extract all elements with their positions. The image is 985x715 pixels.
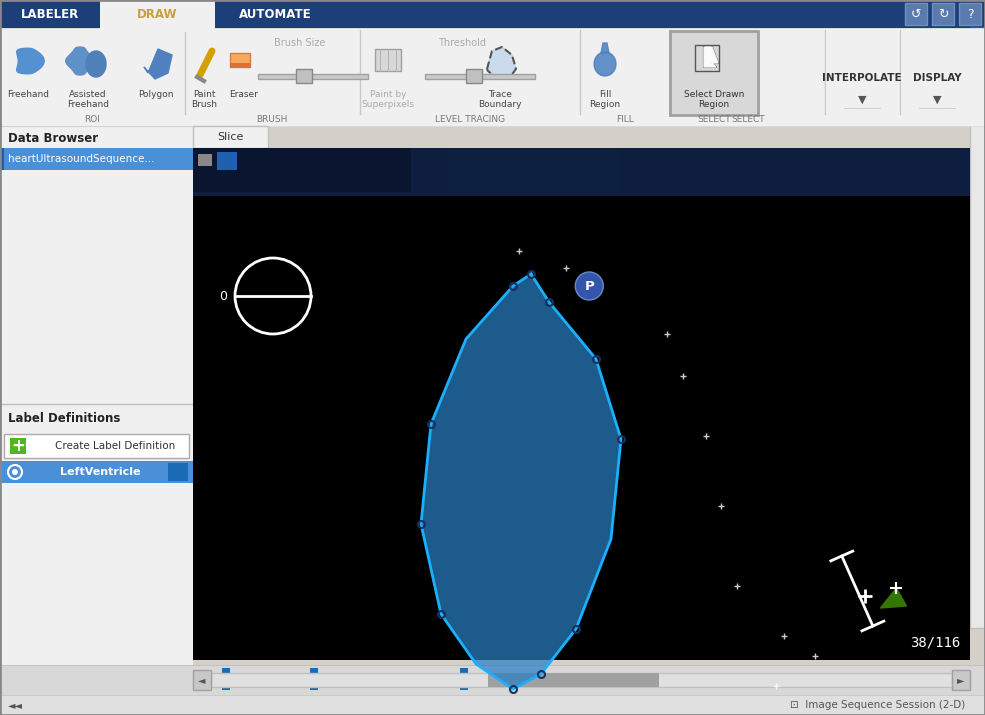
- FancyBboxPatch shape: [959, 3, 981, 25]
- FancyBboxPatch shape: [670, 31, 758, 115]
- Text: 0: 0: [219, 290, 227, 302]
- Text: Data Browser: Data Browser: [8, 132, 98, 144]
- Text: SELECT: SELECT: [697, 114, 731, 124]
- Text: DRAW: DRAW: [137, 7, 177, 21]
- Text: Brush Size: Brush Size: [274, 38, 326, 48]
- Text: ⊡  Image Sequence Session (2-D): ⊡ Image Sequence Session (2-D): [790, 700, 965, 710]
- Text: Fill
Region: Fill Region: [589, 90, 621, 109]
- Circle shape: [12, 469, 18, 475]
- Polygon shape: [881, 588, 906, 608]
- Text: INTERPOLATE: INTERPOLATE: [822, 73, 902, 83]
- FancyBboxPatch shape: [222, 668, 230, 690]
- Text: +: +: [11, 437, 25, 455]
- Text: ►: ►: [957, 675, 964, 685]
- FancyBboxPatch shape: [193, 670, 211, 690]
- FancyBboxPatch shape: [460, 668, 468, 690]
- FancyBboxPatch shape: [193, 148, 970, 196]
- FancyBboxPatch shape: [258, 74, 368, 79]
- Polygon shape: [601, 43, 609, 53]
- FancyBboxPatch shape: [4, 434, 189, 458]
- FancyBboxPatch shape: [310, 668, 318, 690]
- Polygon shape: [594, 52, 616, 76]
- Text: Polygon: Polygon: [138, 90, 173, 99]
- FancyBboxPatch shape: [0, 0, 100, 28]
- FancyBboxPatch shape: [100, 0, 215, 32]
- FancyBboxPatch shape: [168, 463, 188, 481]
- FancyBboxPatch shape: [230, 63, 250, 68]
- FancyBboxPatch shape: [0, 665, 985, 695]
- Text: Threshold: Threshold: [438, 38, 486, 48]
- FancyBboxPatch shape: [0, 148, 4, 170]
- FancyBboxPatch shape: [198, 154, 212, 166]
- FancyBboxPatch shape: [952, 670, 970, 690]
- Text: Select Drawn
Region: Select Drawn Region: [684, 90, 745, 109]
- FancyBboxPatch shape: [296, 69, 312, 83]
- FancyBboxPatch shape: [211, 673, 952, 687]
- FancyBboxPatch shape: [0, 28, 985, 126]
- FancyBboxPatch shape: [193, 126, 268, 148]
- FancyBboxPatch shape: [0, 126, 193, 715]
- Text: SELECT: SELECT: [731, 114, 764, 124]
- Text: AUTOMATE: AUTOMATE: [238, 7, 311, 21]
- Text: LeftVentricle: LeftVentricle: [60, 467, 141, 477]
- Text: Create Label Definition: Create Label Definition: [55, 441, 175, 451]
- FancyBboxPatch shape: [10, 438, 26, 454]
- FancyBboxPatch shape: [970, 28, 985, 628]
- FancyBboxPatch shape: [0, 695, 985, 715]
- Text: ◄◄: ◄◄: [8, 700, 23, 710]
- Text: LEVEL TRACING: LEVEL TRACING: [435, 114, 505, 124]
- Text: Slice: Slice: [217, 132, 243, 142]
- Polygon shape: [86, 51, 106, 77]
- Text: ◄: ◄: [198, 675, 206, 685]
- Text: ▼: ▼: [933, 95, 942, 105]
- Polygon shape: [17, 48, 44, 74]
- Text: Trace
Boundary: Trace Boundary: [479, 90, 522, 109]
- Text: ▼: ▼: [858, 95, 866, 105]
- FancyBboxPatch shape: [230, 53, 250, 67]
- FancyBboxPatch shape: [375, 49, 401, 71]
- FancyBboxPatch shape: [0, 461, 193, 483]
- FancyBboxPatch shape: [217, 152, 237, 170]
- Polygon shape: [144, 49, 172, 79]
- Text: ?: ?: [966, 7, 973, 21]
- FancyBboxPatch shape: [932, 3, 954, 25]
- Text: FILL: FILL: [617, 114, 634, 124]
- Text: Eraser: Eraser: [230, 90, 258, 99]
- Text: Paint
Brush: Paint Brush: [191, 90, 217, 109]
- Text: ↻: ↻: [938, 7, 949, 21]
- Text: Assisted
Freehand: Assisted Freehand: [67, 90, 109, 109]
- FancyBboxPatch shape: [675, 148, 869, 192]
- FancyBboxPatch shape: [193, 196, 970, 660]
- FancyBboxPatch shape: [425, 74, 535, 79]
- Polygon shape: [421, 274, 621, 689]
- Text: Label Definitions: Label Definitions: [8, 412, 120, 425]
- Text: heartUltrasoundSequence...: heartUltrasoundSequence...: [8, 154, 155, 164]
- FancyBboxPatch shape: [449, 148, 621, 192]
- FancyBboxPatch shape: [0, 0, 985, 28]
- Text: Paint by
Superpixels: Paint by Superpixels: [361, 90, 415, 109]
- FancyBboxPatch shape: [215, 0, 335, 28]
- Text: P: P: [584, 280, 594, 292]
- Circle shape: [575, 272, 603, 300]
- FancyBboxPatch shape: [193, 148, 411, 192]
- Text: Freehand: Freehand: [7, 90, 49, 99]
- FancyBboxPatch shape: [489, 673, 659, 687]
- Polygon shape: [487, 47, 516, 79]
- FancyBboxPatch shape: [826, 30, 898, 114]
- Polygon shape: [66, 47, 95, 75]
- Text: BRUSH: BRUSH: [256, 114, 288, 124]
- FancyBboxPatch shape: [0, 148, 193, 170]
- Text: ROI: ROI: [84, 114, 99, 124]
- Text: 38/116: 38/116: [910, 636, 960, 650]
- Text: LABELER: LABELER: [21, 7, 79, 21]
- FancyBboxPatch shape: [905, 3, 927, 25]
- Text: ↺: ↺: [911, 7, 921, 21]
- FancyBboxPatch shape: [466, 69, 482, 83]
- FancyBboxPatch shape: [901, 30, 973, 114]
- Text: DISPLAY: DISPLAY: [913, 73, 961, 83]
- Polygon shape: [704, 47, 718, 67]
